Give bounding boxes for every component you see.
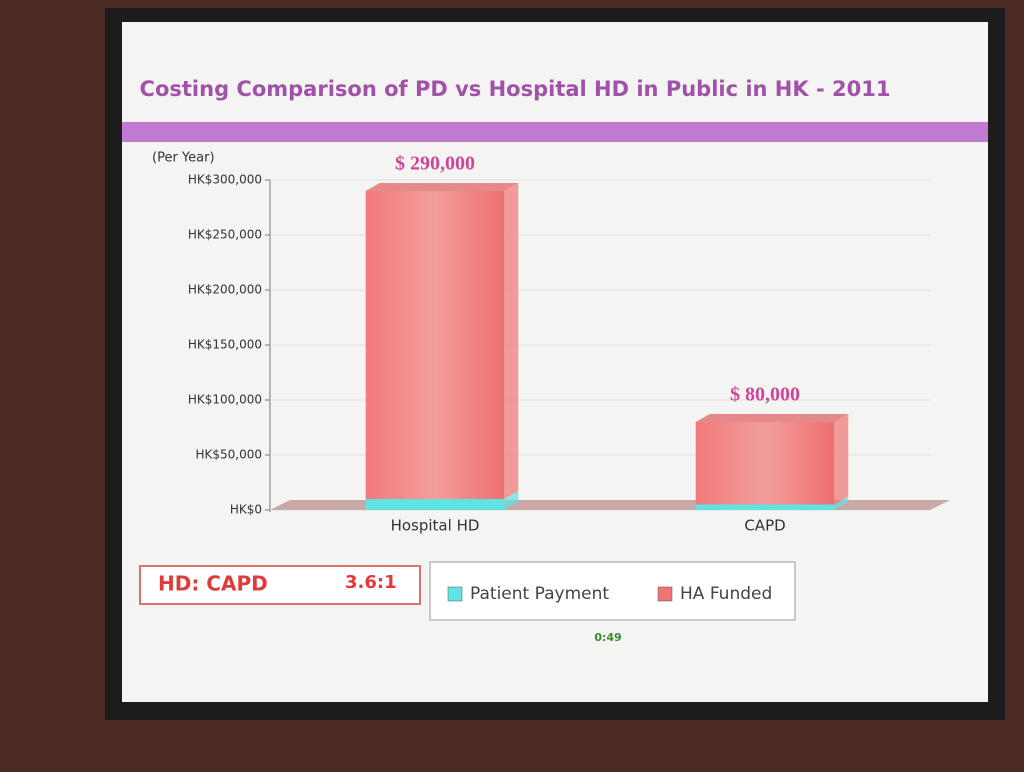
y-tick-label: HK$150,000 bbox=[188, 338, 262, 352]
y-tick-label: HK$200,000 bbox=[188, 283, 262, 297]
ratio-box bbox=[139, 565, 421, 605]
total-label: $ 80,000 bbox=[730, 384, 800, 406]
bar-segment bbox=[365, 499, 505, 510]
bar-top bbox=[365, 183, 519, 191]
bar-side bbox=[834, 496, 849, 510]
total-label: $ 290,000 bbox=[395, 153, 475, 175]
legend-swatch bbox=[657, 586, 673, 602]
timer: 0:49 bbox=[594, 631, 621, 644]
legend-label: Patient Payment bbox=[470, 584, 609, 604]
legend-swatch bbox=[447, 586, 463, 602]
bar-segment bbox=[365, 191, 505, 499]
y-tick-label: HK$100,000 bbox=[188, 393, 262, 407]
title-band bbox=[122, 122, 988, 142]
bar-segment bbox=[695, 422, 835, 505]
bar-side bbox=[834, 414, 849, 505]
y-tick-label: HK$0 bbox=[230, 503, 262, 517]
y-tick-label: HK$250,000 bbox=[188, 228, 262, 242]
bar-side bbox=[504, 183, 519, 499]
bar-top bbox=[695, 414, 849, 422]
chart-title: Costing Comparison of PD vs Hospital HD … bbox=[140, 77, 891, 101]
ratio-value: 3.6:1 bbox=[345, 572, 397, 593]
legend bbox=[429, 561, 796, 621]
y-tick-label: HK$50,000 bbox=[195, 448, 262, 462]
x-tick-label: Hospital HD bbox=[391, 517, 480, 535]
bar-side bbox=[504, 491, 519, 510]
y-axis-label: (Per Year) bbox=[152, 151, 215, 166]
legend-label: HA Funded bbox=[680, 584, 772, 604]
y-tick-label: HK$300,000 bbox=[188, 173, 262, 187]
bar-segment bbox=[695, 504, 835, 510]
x-tick-label: CAPD bbox=[744, 517, 785, 535]
ratio-label: HD: CAPD bbox=[158, 572, 268, 596]
